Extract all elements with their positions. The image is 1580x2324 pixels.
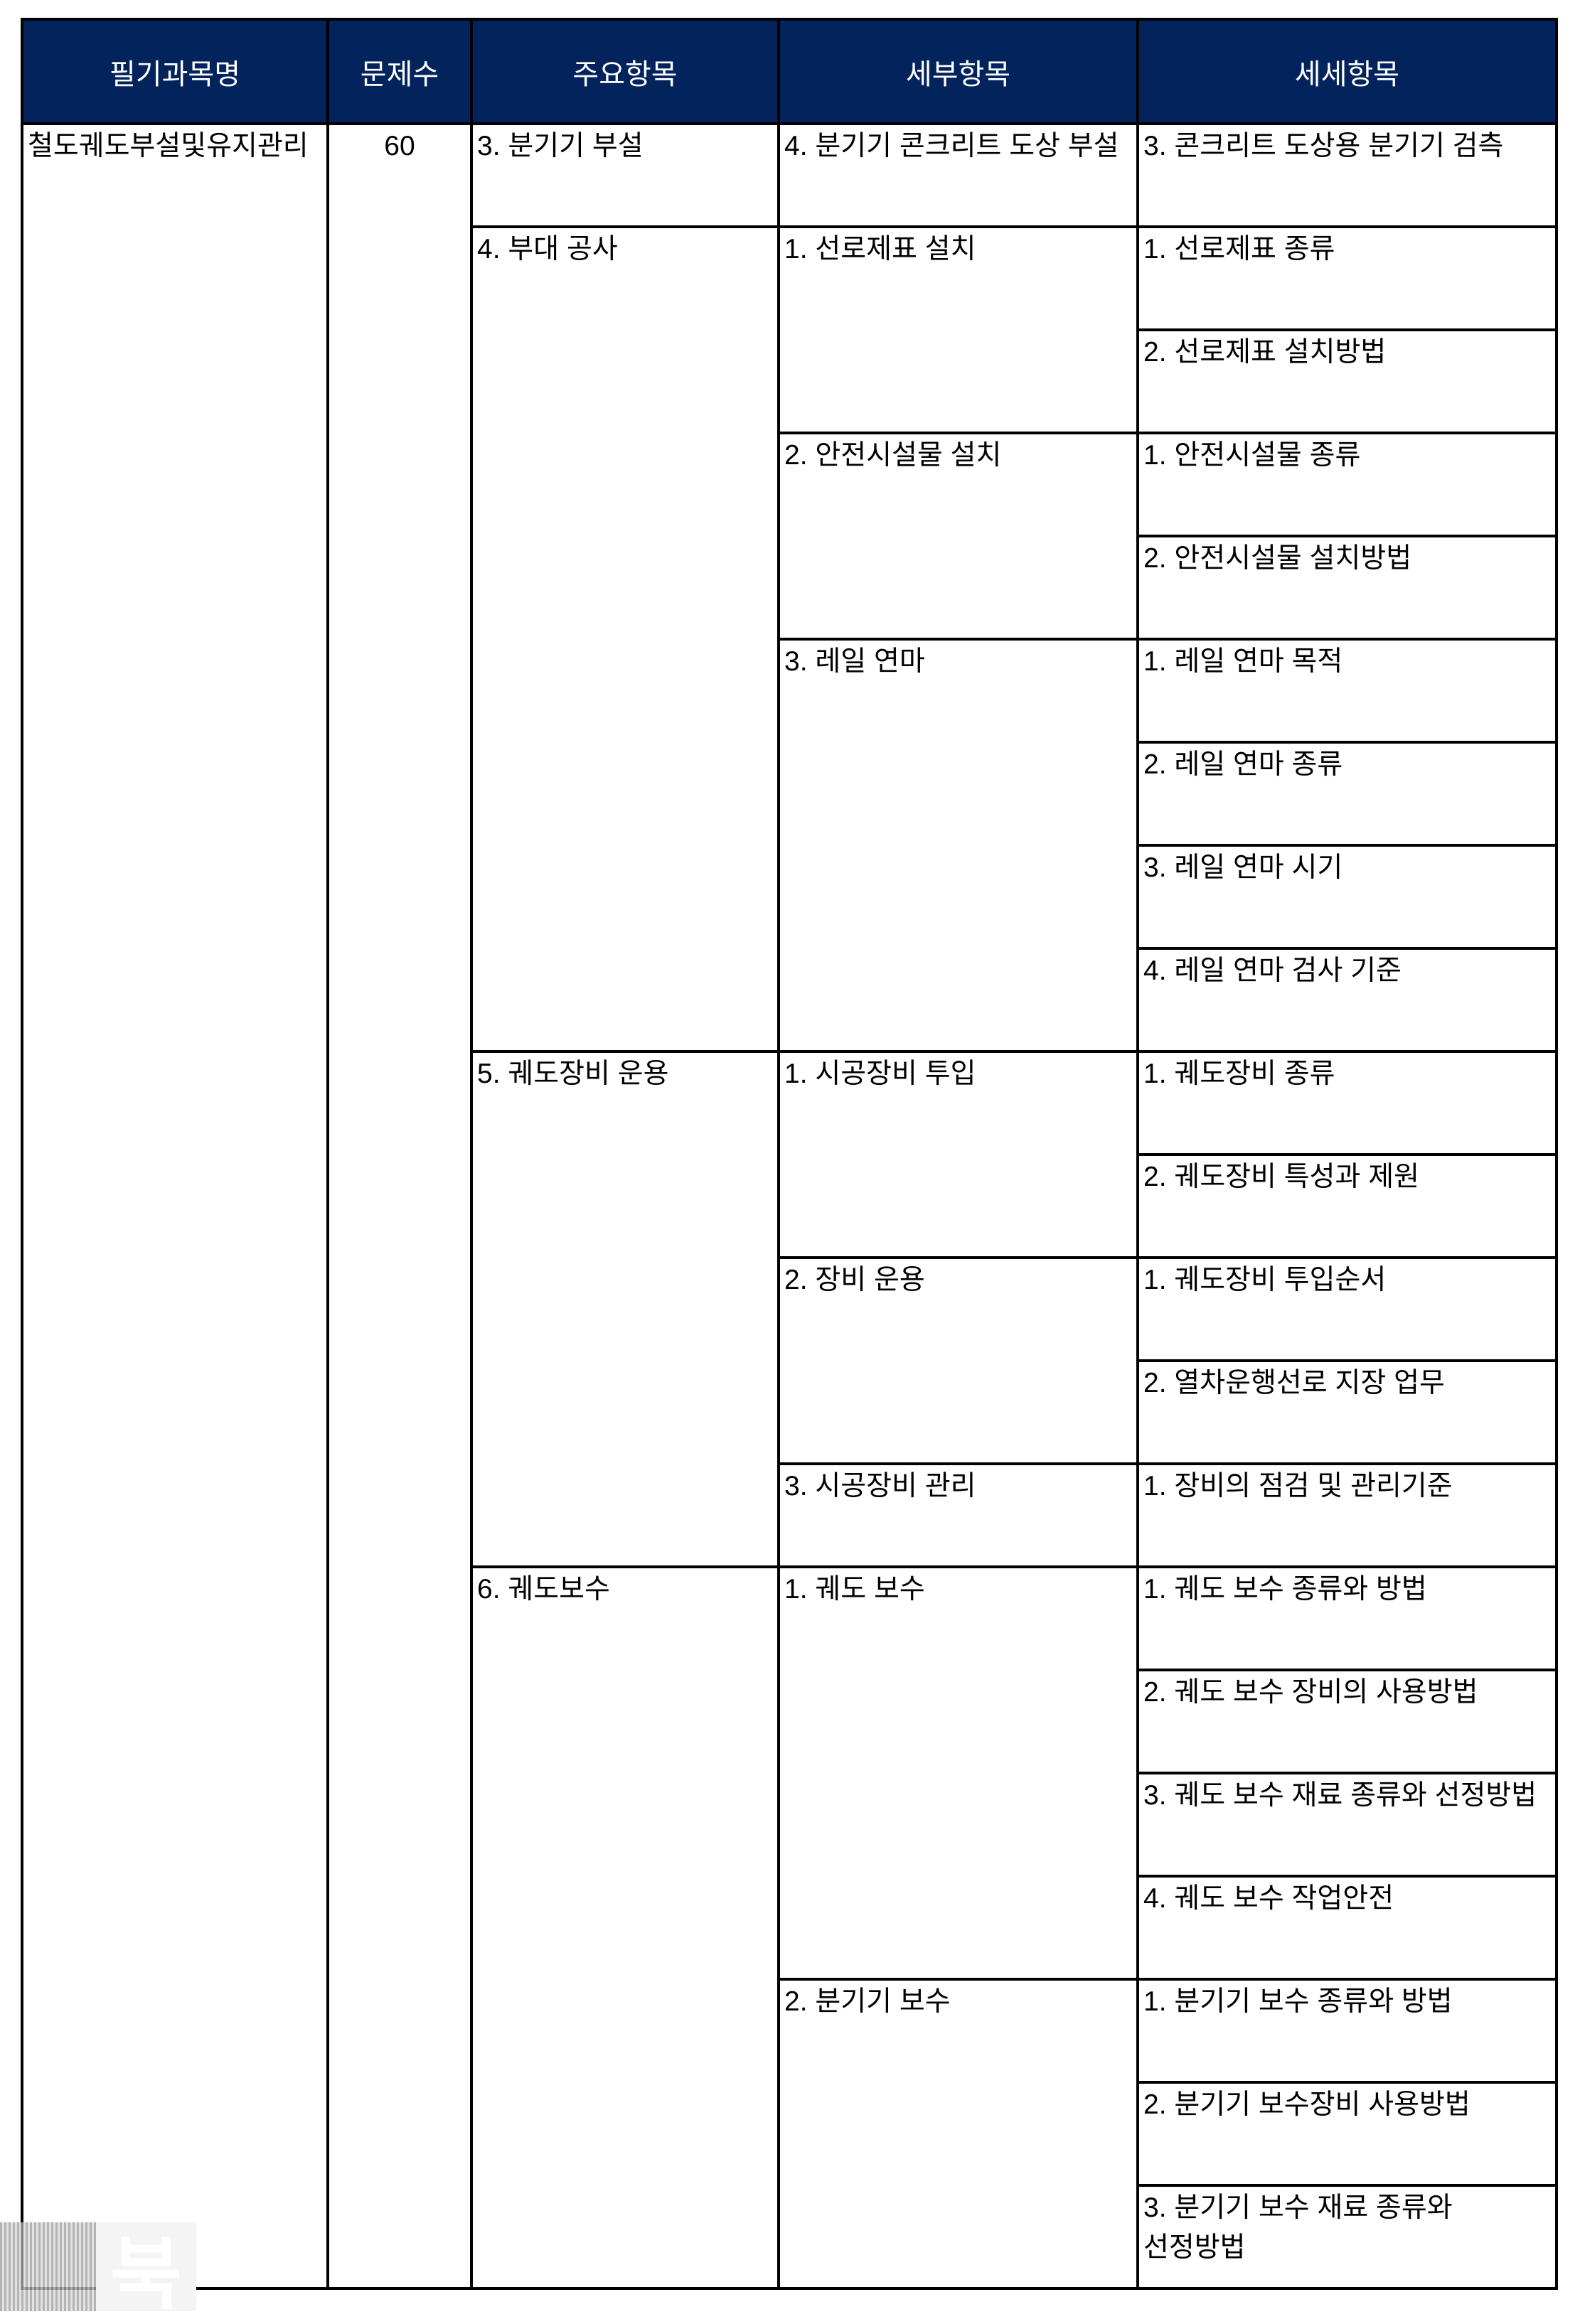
main-item-cell: 3. 분기기 부설 [470,122,780,228]
table-row: 2. 선로제표 설치방법 [22,328,1558,434]
detail-item-cell: 2. 레일 연마 종류 [1136,741,1558,847]
sub-item-cell: 2. 장비 운용 [777,1256,1139,1465]
detail-item-cell: 1. 장비의 점검 및 관리기준 [1136,1462,1558,1568]
table-row: 2. 열차운행선로 지장 업무 [22,1359,1558,1465]
detail-item-cell: 3. 레일 연마 시기 [1136,844,1558,950]
watermark-pattern [0,2222,96,2311]
table-row: 3. 시공장비 관리 1. 장비의 점검 및 관리기준 [22,1462,1558,1568]
exam-syllabus-table: 필기과목명 문제수 주요항목 세부항목 세세항목 철도궤도부설및유지관리 60 3.… [21,18,1558,2290]
table-body: 철도궤도부설및유지관리 60 3. 분기기 부설 4. 분기기 콘크리트 도상 부설 3… [21,122,1558,2290]
detail-item-cell: 1. 안전시설물 종류 [1136,432,1558,537]
main-item-cell: 6. 궤도보수 [470,1565,780,2290]
table-row: 4. 부대 공사 1. 선로제표 설치 1. 선로제표 종류 [22,225,1558,1053]
header-question-count: 문제수 [326,18,473,125]
main-item-cell: 5. 궤도장비 운용 [470,1050,780,1568]
table-row: 3. 궤도 보수 재료 종류와 선정방법 [22,1772,1558,1878]
table-row: 6. 궤도보수 1. 궤도 보수 1. 궤도 보수 종류와 방법 [22,1565,1558,2290]
subject-cell: 철도궤도부설및유지관리 [21,122,329,2290]
table-row: 2. 분기기 보수장비 사용방법 [22,2081,1558,2187]
table-row: 2. 장비 운용 1. 궤도장비 투입순서 [22,1256,1558,1465]
main-item-cell: 4. 부대 공사 [470,225,780,1053]
detail-item-cell: 1. 궤도장비 투입순서 [1136,1256,1558,1362]
detail-item-cell: 3. 분기기 보수 재료 종류와 선정방법 [1136,2184,1558,2290]
detail-item-cell: 2. 안전시설물 설치방법 [1136,535,1558,641]
table-row: 2. 궤도 보수 장비의 사용방법 [22,1669,1558,1774]
header-main-item: 주요항목 [470,18,780,125]
table-row: 3. 분기기 보수 재료 종류와 선정방법 [22,2184,1558,2290]
table-row: 5. 궤도장비 운용 1. 시공장비 투입 1. 궤도장비 종류 [22,1050,1558,1568]
table-row: 2. 레일 연마 종류 [22,741,1558,847]
detail-item-cell: 2. 궤도 보수 장비의 사용방법 [1136,1669,1558,1774]
sub-item-cell: 4. 분기기 콘크리트 도상 부설 [777,122,1139,228]
detail-item-cell: 2. 궤도장비 특성과 제원 [1136,1153,1558,1259]
table-row: 3. 레일 연마 시기 [22,844,1558,950]
sub-item-cell: 1. 시공장비 투입 [777,1050,1139,1259]
detail-item-cell: 1. 선로제표 종류 [1136,225,1558,331]
detail-item-cell: 1. 궤도 보수 종류와 방법 [1136,1565,1558,1671]
detail-item-cell: 4. 궤도 보수 작업안전 [1136,1875,1558,1981]
detail-item-cell: 1. 궤도장비 종류 [1136,1050,1558,1156]
header-subject: 필기과목명 [21,18,329,125]
watermark-char: 북 [96,2222,196,2318]
detail-item-cell: 2. 선로제표 설치방법 [1136,328,1558,434]
detail-item-cell: 1. 분기기 보수 종류와 방법 [1136,1978,1558,2084]
table-row: 철도궤도부설및유지관리 60 3. 분기기 부설 4. 분기기 콘크리트 도상 부설 3… [21,122,1558,2290]
sub-item-cell: 1. 선로제표 설치 [777,225,1139,434]
sub-item-cell: 3. 시공장비 관리 [777,1462,1139,1568]
table-row: 2. 궤도장비 특성과 제원 [22,1153,1558,1259]
header-detail-item: 세세항목 [1136,18,1558,125]
sub-item-cell: 3. 레일 연마 [777,638,1139,1053]
table-row: 2. 분기기 보수 1. 분기기 보수 종류와 방법 [22,1978,1558,2290]
sub-item-cell: 2. 분기기 보수 [777,1978,1139,2290]
detail-item-cell: 2. 분기기 보수장비 사용방법 [1136,2081,1558,2187]
table-row: 4. 레일 연마 검사 기준 [22,947,1558,1053]
table-row: 2. 안전시설물 설치방법 [22,535,1558,641]
watermark-logo: 북 [0,2222,196,2318]
detail-item-cell: 4. 레일 연마 검사 기준 [1136,947,1558,1053]
table-row: 3. 레일 연마 1. 레일 연마 목적 [22,638,1558,1053]
detail-item-cell: 2. 열차운행선로 지장 업무 [1136,1359,1558,1465]
table-row: 2. 안전시설물 설치 1. 안전시설물 종류 [22,432,1558,641]
sub-item-cell: 2. 안전시설물 설치 [777,432,1139,641]
table-row: 4. 궤도 보수 작업안전 [22,1875,1558,1981]
header-row: 필기과목명 문제수 주요항목 세부항목 세세항목 [21,18,1558,125]
question-count-cell: 60 [326,122,473,2290]
header-sub-item: 세부항목 [777,18,1139,125]
detail-item-cell: 3. 콘크리트 도상용 분기기 검측 [1136,122,1558,228]
detail-item-cell: 1. 레일 연마 목적 [1136,638,1558,744]
detail-item-cell: 3. 궤도 보수 재료 종류와 선정방법 [1136,1772,1558,1878]
sub-item-cell: 1. 궤도 보수 [777,1565,1139,1981]
